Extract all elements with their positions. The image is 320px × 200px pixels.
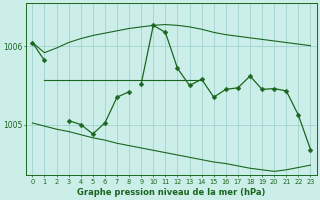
- X-axis label: Graphe pression niveau de la mer (hPa): Graphe pression niveau de la mer (hPa): [77, 188, 266, 197]
